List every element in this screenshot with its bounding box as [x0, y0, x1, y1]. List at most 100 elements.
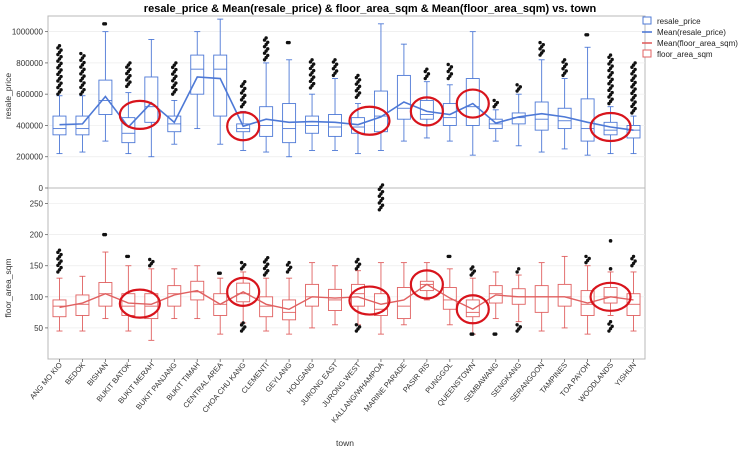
- outlier-point-floor-area-high: [266, 262, 270, 266]
- outlier-point-resale-price-high: [311, 62, 316, 66]
- outlier-point-resale-price-high: [633, 93, 637, 98]
- outlier-point-resale-price-high: [518, 85, 523, 89]
- x-tick-label: ANG MO KIO: [28, 360, 64, 401]
- outlier-point-floor-area-high: [608, 267, 613, 271]
- outlier-point-resale-price-high: [608, 53, 613, 57]
- legend-swatch-floor-area: [642, 49, 652, 58]
- outlier-point-floor-area-high: [380, 203, 385, 207]
- outlier-point-resale-price-high: [492, 98, 496, 103]
- outlier-point-resale-price-high: [333, 58, 337, 62]
- outlier-point-resale-price-high: [128, 74, 132, 78]
- highlight-ellipse-floor-area-2: [348, 285, 391, 316]
- box-iqr: [52, 299, 67, 318]
- outlier-point-resale-price-high: [266, 47, 270, 51]
- box-resale-price-21: [534, 59, 549, 153]
- outlier-point-resale-price-high: [128, 67, 132, 72]
- outlier-point-resale-price-high: [59, 88, 63, 92]
- outlier-point-resale-price-high: [610, 97, 614, 101]
- outlier-point-resale-price-high: [59, 55, 63, 59]
- outlier-point-resale-price-high: [334, 69, 339, 73]
- box-resale-price-12: [328, 78, 342, 151]
- outlier-point-floor-area-high: [218, 271, 222, 275]
- legend-label-resale-price: resale_price: [657, 17, 701, 26]
- box-floor-area-17: [442, 268, 457, 326]
- outlier-point-floor-area-high: [59, 259, 63, 263]
- box-resale-price-15: [396, 43, 411, 142]
- outlier-point-floor-area-high: [515, 270, 519, 274]
- outlier-point-floor-area-low: [471, 332, 475, 336]
- outlier-point-resale-price-high: [311, 68, 316, 73]
- legend-label-floor-area: floor_area_sqm: [657, 50, 713, 59]
- y-tick-label-floor-area: 50: [34, 324, 43, 333]
- outlier-point-resale-price-high: [59, 61, 63, 66]
- outlier-point-resale-price-high: [564, 69, 568, 73]
- outlier-point-resale-price-high: [82, 87, 86, 92]
- box-floor-area-2: [98, 251, 113, 320]
- outlier-point-resale-price-high: [243, 86, 247, 91]
- outlier-point-floor-area-high: [380, 189, 385, 194]
- y-tick-label-floor-area: 250: [30, 200, 44, 209]
- box-iqr: [213, 54, 228, 117]
- outlier-point-resale-price-high: [174, 61, 178, 65]
- box-resale-price-2: [98, 31, 113, 142]
- outlier-point-resale-price-high: [610, 90, 614, 95]
- outlier-point-floor-area-high: [148, 257, 152, 262]
- outlier-point-floor-area-high: [631, 254, 636, 259]
- outlier-point-floor-area-high: [472, 269, 477, 273]
- outlier-point-resale-price-high: [82, 74, 86, 78]
- outlier-point-floor-area-low: [357, 325, 362, 329]
- outlier-point-resale-price-high: [541, 42, 545, 47]
- box-floor-area-6: [190, 265, 205, 320]
- outlier-point-resale-price-high: [562, 58, 567, 62]
- y-tick-label-floor-area: 100: [30, 293, 44, 302]
- highlight-ellipse-resale-price-2: [348, 105, 391, 136]
- outlier-point-resale-price-high: [633, 106, 637, 111]
- highlight-ellipse-floor-area-3: [409, 269, 444, 300]
- outlier-point-floor-area-high: [448, 254, 452, 259]
- outlier-point-resale-price-high: [174, 81, 178, 85]
- box-floor-area-14: [373, 262, 388, 335]
- outlier-point-resale-price-high: [103, 22, 108, 26]
- outlier-point-resale-price-high: [446, 62, 450, 67]
- outlier-point-floor-area-low: [243, 325, 247, 329]
- outlier-point-floor-area-high: [57, 248, 62, 252]
- x-axis-label: town: [336, 438, 354, 448]
- outlier-point-resale-price-high: [82, 81, 86, 85]
- outlier-point-resale-price-high: [585, 33, 590, 37]
- outlier-point-resale-price-high: [425, 67, 429, 71]
- box-resale-price-10: [282, 59, 297, 158]
- box-floor-area-18: [465, 277, 480, 335]
- box-floor-area-1: [75, 275, 90, 332]
- box-floor-area-15: [396, 262, 411, 326]
- box-plots: [52, 18, 641, 341]
- outlier-point-resale-price-high: [266, 53, 270, 58]
- outlier-point-floor-area-high: [380, 183, 385, 187]
- highlight-ellipse-floor-area-1: [226, 276, 261, 307]
- outlier-point-resale-price-high: [610, 84, 614, 88]
- outlier-point-resale-price-high: [610, 57, 614, 62]
- outlier-point-resale-price-high: [357, 78, 362, 82]
- outlier-point-floor-area-low: [515, 323, 519, 327]
- box-floor-area-16: [419, 262, 434, 301]
- outlier-point-floor-area-high: [380, 196, 385, 201]
- box-resale-price-11: [305, 93, 320, 151]
- box-iqr: [396, 287, 411, 320]
- outlier-point-floor-area-low: [241, 321, 245, 325]
- y-tick-label-resale-price: 800000: [16, 59, 43, 68]
- outlier-point-floor-area-high: [633, 259, 637, 263]
- box-iqr: [305, 115, 320, 134]
- box-floor-area-11: [305, 262, 320, 329]
- box-iqr: [557, 283, 572, 307]
- box-floor-area-3: [121, 265, 136, 332]
- box-iqr: [190, 54, 205, 95]
- outlier-point-resale-price-high: [564, 62, 568, 66]
- highlight-ellipse-resale-price-5: [589, 111, 632, 143]
- outlier-point-resale-price-high: [174, 67, 178, 72]
- chart-title: resale_price & Mean(resale_price) & floo…: [144, 3, 597, 15]
- outlier-point-resale-price-high: [59, 74, 63, 79]
- box-iqr: [167, 285, 182, 307]
- legend-label-mean-floor-area: Mean(floor_area_sqm): [657, 39, 738, 48]
- box-resale-price-0: [52, 95, 67, 155]
- x-tick-label: BUKIT PANJANG: [134, 360, 179, 411]
